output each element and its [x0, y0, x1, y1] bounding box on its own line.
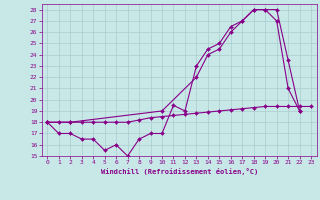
- X-axis label: Windchill (Refroidissement éolien,°C): Windchill (Refroidissement éolien,°C): [100, 168, 258, 175]
